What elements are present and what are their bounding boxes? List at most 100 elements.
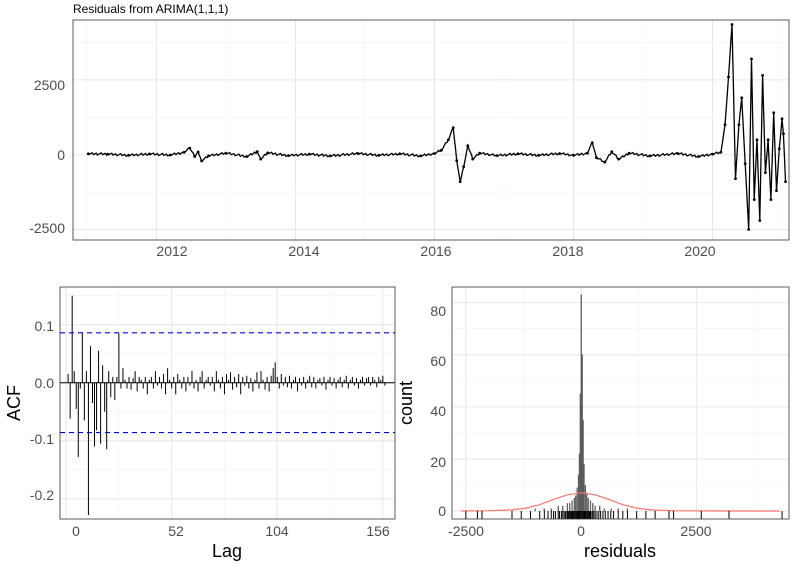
residual-point — [516, 152, 520, 156]
residual-point — [648, 154, 652, 158]
residual-point — [458, 180, 462, 184]
histogram-ytick-60: 60 — [430, 353, 446, 369]
residual-point — [245, 155, 249, 158]
residuals-line — [88, 24, 787, 230]
residual-point — [780, 117, 784, 121]
residual-point — [307, 152, 311, 156]
acf-plot-bg — [60, 287, 395, 519]
histogram-plot-bg — [452, 287, 789, 519]
histogram-bar — [583, 464, 585, 512]
residual-point — [266, 151, 270, 155]
histogram-bar — [557, 505, 559, 512]
rug-ticks — [465, 511, 783, 519]
residual-point — [586, 151, 589, 155]
histogram-bar — [573, 497, 575, 512]
histogram-grid — [452, 287, 789, 519]
acf-xtick-0: 0 — [72, 523, 80, 539]
histogram-bar — [592, 503, 594, 512]
histogram-bar — [599, 505, 601, 512]
histogram-bar — [576, 487, 578, 512]
acf-panel: 0.1 0.0 -0.1 -0.2 0 52 104 156 Lag ACF — [4, 286, 396, 561]
histogram-bar — [571, 500, 573, 512]
residual-point — [775, 189, 778, 193]
acf-bars — [67, 295, 386, 515]
histogram-bar — [543, 508, 545, 512]
residuals-xtick-2014: 2014 — [288, 243, 319, 259]
residual-point — [727, 75, 730, 79]
residual-point — [737, 123, 741, 127]
acf-xtick-104: 104 — [265, 523, 289, 539]
histogram-bar — [610, 508, 612, 512]
residual-point — [182, 150, 186, 154]
residuals-xtick-2016: 2016 — [420, 243, 451, 259]
residual-point — [777, 147, 781, 151]
histogram-ytick-20: 20 — [430, 454, 446, 470]
residual-point — [148, 152, 151, 156]
acf-panel-border — [59, 286, 396, 520]
histogram-bar — [589, 500, 592, 512]
residuals-ytick-minus2500: -2500 — [29, 220, 65, 236]
residual-point — [193, 155, 197, 158]
residual-point — [106, 152, 110, 156]
residual-point — [617, 157, 621, 161]
residuals-xtick-2020: 2020 — [684, 243, 715, 259]
density-curve — [461, 492, 780, 512]
residual-point — [495, 154, 499, 157]
residual-point — [398, 152, 402, 156]
histogram-panel-border — [451, 286, 790, 520]
acf-x-axis-label: Lag — [212, 541, 242, 561]
residual-point — [471, 157, 475, 161]
residual-point — [769, 198, 773, 201]
residual-point — [419, 154, 422, 158]
residual-point — [766, 138, 770, 142]
residual-point — [259, 157, 263, 161]
residual-point — [740, 96, 744, 100]
histogram-bar — [617, 508, 619, 512]
histogram-bar — [603, 508, 605, 512]
acf-y-axis-label: ACF — [4, 385, 24, 421]
residual-point — [750, 57, 753, 61]
residual-point — [558, 152, 562, 155]
residual-point — [782, 132, 785, 136]
residual-point — [196, 150, 200, 154]
histogram-bar — [550, 508, 552, 512]
histogram-bar — [566, 503, 569, 512]
histogram-ytick-80: 80 — [430, 303, 446, 319]
histogram-x-axis-label: residuals — [584, 541, 656, 561]
histogram-bar — [569, 503, 571, 512]
histogram-xtick-2500: 2500 — [680, 523, 711, 539]
histogram-ytick-40: 40 — [430, 403, 446, 419]
residuals-ytick-2500: 2500 — [34, 77, 65, 93]
residuals-xtick-2018: 2018 — [552, 243, 583, 259]
residual-point — [590, 141, 594, 145]
residual-point — [462, 165, 466, 169]
residual-point — [451, 126, 455, 130]
residual-point — [610, 150, 614, 154]
residuals-ytick-0: 0 — [57, 147, 65, 163]
residual-point — [478, 151, 482, 155]
residual-point — [711, 152, 714, 156]
acf-ytick-minus0.2: -0.2 — [30, 487, 54, 503]
residual-point — [433, 152, 436, 155]
residual-point — [676, 152, 680, 155]
histogram-bar — [586, 492, 588, 512]
residual-point — [627, 151, 631, 155]
histogram-panel: 80 60 40 20 0 -2500 0 2500 residuals cou… — [396, 286, 790, 561]
residual-point — [455, 159, 459, 163]
histogram-y-axis-label: count — [396, 381, 416, 425]
residual-point — [356, 152, 360, 155]
residual-point — [572, 153, 575, 157]
acf-ytick-minus0.1: -0.1 — [30, 431, 54, 447]
acf-xtick-156: 156 — [366, 523, 390, 539]
acf-grid — [60, 287, 395, 519]
histogram-ytick-0: 0 — [438, 503, 446, 519]
residual-point — [224, 151, 228, 155]
residual-point — [127, 153, 131, 157]
acf-xtick-52: 52 — [168, 523, 184, 539]
residual-point — [763, 171, 767, 175]
histogram-xtick-0: 0 — [577, 523, 585, 539]
residuals-panel-border — [72, 19, 790, 241]
histogram-bar — [594, 505, 596, 512]
residual-point — [207, 154, 210, 158]
residual-point — [188, 146, 192, 150]
